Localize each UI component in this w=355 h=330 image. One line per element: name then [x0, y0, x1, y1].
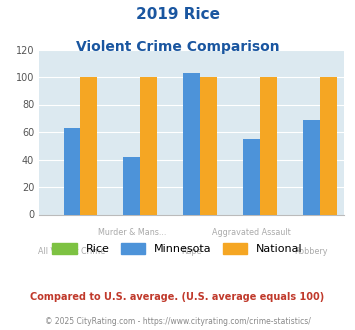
Text: Murder & Mans...: Murder & Mans... — [98, 228, 166, 237]
Bar — [124, 157, 140, 214]
Bar — [64, 128, 80, 214]
Text: 2019 Rice: 2019 Rice — [136, 7, 219, 21]
Bar — [243, 139, 260, 214]
Text: Aggravated Assault: Aggravated Assault — [212, 228, 291, 237]
Text: Violent Crime Comparison: Violent Crime Comparison — [76, 40, 279, 53]
Text: Rape: Rape — [181, 248, 202, 256]
Bar — [140, 77, 157, 214]
Text: All Violent Crime: All Violent Crime — [38, 248, 105, 256]
Bar — [320, 77, 337, 214]
Text: Robbery: Robbery — [295, 248, 328, 256]
Bar — [303, 120, 320, 214]
Text: © 2025 CityRating.com - https://www.cityrating.com/crime-statistics/: © 2025 CityRating.com - https://www.city… — [45, 317, 310, 326]
Legend: Rice, Minnesota, National: Rice, Minnesota, National — [48, 239, 307, 258]
Bar — [80, 77, 97, 214]
Bar — [260, 77, 277, 214]
Bar — [183, 73, 200, 215]
Text: Compared to U.S. average. (U.S. average equals 100): Compared to U.S. average. (U.S. average … — [31, 292, 324, 302]
Bar — [200, 77, 217, 214]
